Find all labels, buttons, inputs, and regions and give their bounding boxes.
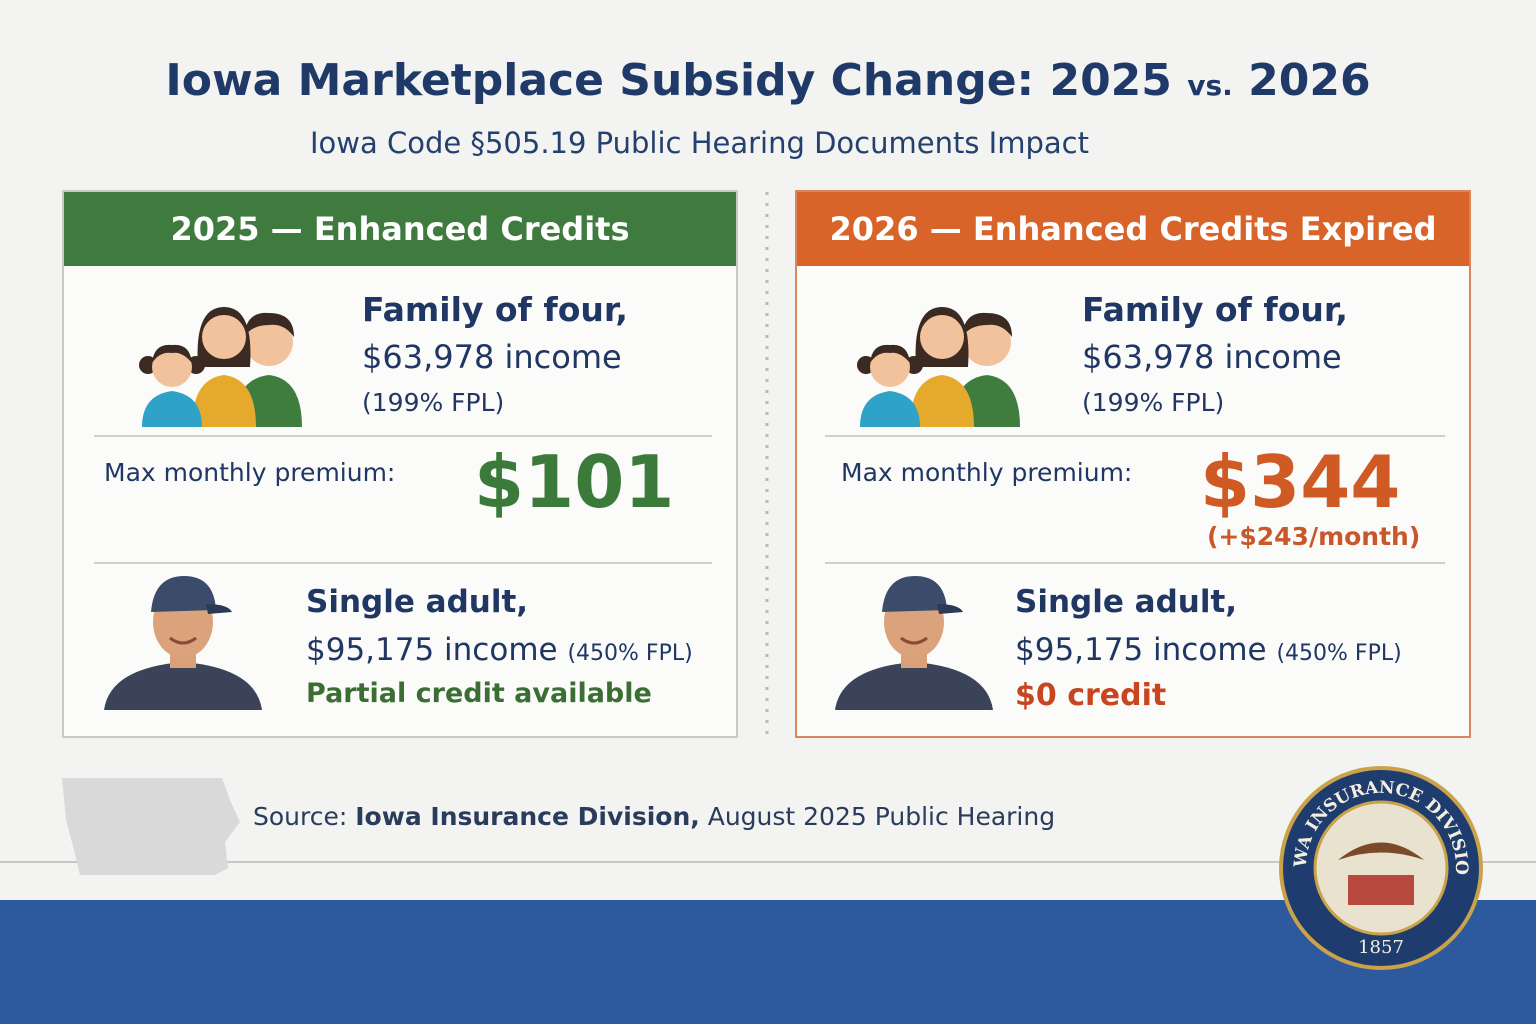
single-income: $95,175 income bbox=[306, 632, 558, 668]
man-cap bbox=[151, 576, 216, 612]
dad-head bbox=[963, 318, 1011, 366]
single-fpl: (450% FPL) bbox=[567, 641, 693, 666]
dad-hair bbox=[244, 312, 294, 337]
man-smile bbox=[900, 636, 928, 645]
mom-body bbox=[192, 375, 256, 427]
child-head bbox=[152, 347, 192, 387]
panel-2026: 2026 — Enhanced Credits Expired Family o… bbox=[795, 190, 1471, 738]
premium-value: $344 bbox=[1200, 440, 1401, 524]
divider bbox=[825, 562, 1445, 564]
source-label: Source: bbox=[253, 802, 348, 831]
single-income: $95,175 income bbox=[1015, 632, 1267, 668]
title-end: 2026 bbox=[1248, 55, 1371, 106]
single-credit: Partial credit available bbox=[306, 678, 652, 709]
family-income: $63,978 income bbox=[1082, 338, 1342, 376]
single-adult-illustration bbox=[104, 576, 262, 710]
footer-band bbox=[0, 900, 1536, 1024]
single-line1: Single adult, bbox=[1015, 584, 1238, 620]
family-income: $63,978 income bbox=[362, 338, 622, 376]
source: Source: Iowa Insurance Division, August … bbox=[253, 802, 1055, 831]
seal-year: 1857 bbox=[1358, 937, 1404, 958]
subtitle: Iowa Code §505.19 Public Hearing Documen… bbox=[310, 126, 1089, 160]
single-fpl: (450% FPL) bbox=[1276, 641, 1402, 666]
man-body bbox=[835, 662, 993, 710]
child-bangs bbox=[870, 344, 910, 363]
source-agency: Iowa Insurance Division, bbox=[355, 802, 700, 831]
single-credit: $0 credit bbox=[1015, 678, 1167, 713]
title-text: Iowa Marketplace Subsidy Change: 2025 bbox=[165, 55, 1172, 106]
single-income-row: $95,175 income (450% FPL) bbox=[1015, 632, 1402, 668]
family-fpl: (199% FPL) bbox=[362, 388, 505, 417]
child-body bbox=[142, 391, 202, 427]
title: Iowa Marketplace Subsidy Change: 2025 vs… bbox=[0, 55, 1536, 106]
single-adult-illustration bbox=[835, 576, 993, 710]
seal-shield bbox=[1348, 875, 1414, 905]
divider bbox=[825, 435, 1445, 437]
family-line1: Family of four, bbox=[362, 290, 628, 329]
family-line1: Family of four, bbox=[1082, 290, 1348, 329]
premium-label: Max monthly premium: bbox=[104, 458, 396, 487]
child-head bbox=[870, 347, 910, 387]
family-fpl: (199% FPL) bbox=[1082, 388, 1225, 417]
premium-value: $101 bbox=[474, 440, 675, 524]
panel-heading: 2025 — Enhanced Credits bbox=[64, 192, 736, 266]
premium-change: (+$243/month) bbox=[1207, 522, 1421, 551]
panel-heading: 2026 — Enhanced Credits Expired bbox=[797, 192, 1469, 266]
seal: IOWA INSURANCE DIVISION 1857 bbox=[1278, 765, 1483, 970]
child-body bbox=[860, 391, 920, 427]
title-vs: vs. bbox=[1187, 69, 1233, 102]
divider bbox=[94, 562, 712, 564]
family-illustration bbox=[857, 307, 1020, 427]
seal-center bbox=[1313, 800, 1449, 936]
premium-label: Max monthly premium: bbox=[841, 458, 1133, 487]
source-event: August 2025 Public Hearing bbox=[707, 802, 1056, 831]
child-bangs bbox=[152, 344, 192, 363]
dad-head bbox=[245, 318, 293, 366]
man-cap-brim bbox=[937, 604, 963, 614]
divider bbox=[94, 435, 712, 437]
man-cap bbox=[882, 576, 947, 612]
man-smile bbox=[169, 636, 197, 645]
single-line1: Single adult, bbox=[306, 584, 529, 620]
mom-body bbox=[910, 375, 974, 427]
mom-head bbox=[202, 315, 246, 359]
seal-eagle bbox=[1338, 842, 1424, 860]
family-illustration bbox=[139, 307, 302, 427]
man-cap-brim bbox=[206, 604, 232, 614]
dad-hair bbox=[962, 312, 1012, 337]
panel-2025: 2025 — Enhanced Credits Family of four, … bbox=[62, 190, 738, 738]
iowa-map bbox=[62, 778, 240, 875]
single-income-row: $95,175 income (450% FPL) bbox=[306, 632, 693, 668]
mom-head bbox=[920, 315, 964, 359]
man-body bbox=[104, 662, 262, 710]
